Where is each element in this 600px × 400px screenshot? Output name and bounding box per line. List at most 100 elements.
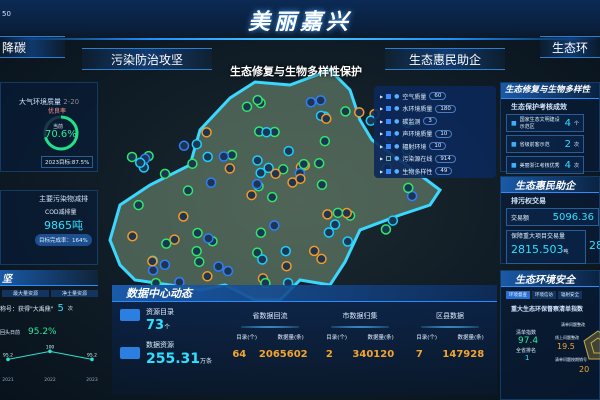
map-marker[interactable] (187, 158, 198, 169)
map-marker[interactable] (308, 245, 320, 257)
map-marker[interactable] (193, 256, 205, 268)
map-marker[interactable] (178, 211, 189, 222)
map-marker[interactable] (133, 199, 144, 211)
legend-item[interactable]: ▶ ● 生物多样性 49 (374, 165, 496, 178)
map-marker[interactable] (305, 97, 317, 108)
rate-label: 优良率 (48, 108, 67, 115)
tab-petition[interactable]: 环境信访 (532, 291, 556, 299)
map-marker[interactable] (280, 245, 292, 257)
map-marker[interactable] (387, 215, 399, 226)
nav-tab-benefit[interactable]: 生态惠民助企 (385, 48, 505, 70)
nav-tab-env[interactable]: 生态环 (540, 36, 600, 58)
map-marker[interactable] (266, 191, 278, 203)
map-marker[interactable] (313, 158, 325, 169)
map-marker[interactable] (277, 164, 289, 175)
map-marker[interactable] (159, 259, 171, 271)
legend-item[interactable]: ▶ ● 声环境质量 10 (374, 128, 496, 141)
map-marker[interactable] (332, 207, 344, 219)
map-marker[interactable] (316, 179, 328, 191)
map-marker[interactable] (315, 95, 326, 106)
map-marker[interactable] (246, 189, 257, 201)
x-tick-label: 2023 (86, 377, 98, 383)
tab-radiation[interactable]: 辐射安全 (558, 291, 582, 299)
legend-label: 空气质量 (402, 93, 427, 101)
nav-tab-carbon[interactable]: 降碳 (0, 36, 65, 58)
map-marker[interactable] (322, 209, 333, 220)
map-marker[interactable] (380, 224, 392, 235)
eco-item: ■ 省级前客示范 2 次 (506, 135, 584, 153)
map-marker[interactable] (218, 151, 230, 162)
legend-item[interactable]: ▶ ● 辐射环境 10 (374, 140, 496, 153)
cod-value: 9865吨 (44, 219, 83, 232)
map-marker[interactable] (169, 234, 180, 245)
eco-item: ■ 国家生态文明建设示范区 4 个 (506, 114, 584, 132)
map-marker[interactable] (126, 151, 138, 163)
nav-tab-pollution[interactable]: 污染防治攻坚 (82, 48, 212, 70)
map-marker[interactable] (257, 254, 268, 265)
map-marker[interactable] (224, 163, 236, 174)
map-marker[interactable] (316, 253, 327, 265)
map-marker[interactable] (127, 231, 138, 242)
map-marker[interactable] (255, 227, 267, 239)
legend-checkbox[interactable] (386, 156, 392, 162)
legend-checkbox[interactable] (386, 131, 392, 137)
legend-checkbox[interactable] (386, 118, 392, 124)
amount-value: 5096.36 (552, 211, 594, 223)
map-marker[interactable] (222, 265, 234, 277)
map-marker[interactable] (252, 155, 263, 166)
tab-inspect[interactable]: 环境督查 (506, 291, 530, 299)
legend-item[interactable]: ▶ ● 污染源在线 914 (374, 153, 496, 166)
map-marker[interactable] (270, 168, 281, 180)
map-marker[interactable] (342, 236, 353, 247)
chart-point (90, 357, 94, 362)
legend-checkbox[interactable] (386, 168, 392, 174)
map-marker[interactable] (202, 271, 213, 282)
map-marker[interactable] (252, 247, 263, 258)
map-marker[interactable] (283, 145, 294, 157)
map-marker[interactable] (319, 135, 331, 147)
map-marker[interactable] (147, 264, 159, 276)
map-marker[interactable] (192, 227, 203, 239)
map-marker[interactable] (205, 177, 217, 188)
legend-checkbox[interactable] (386, 106, 392, 112)
amount-row: 交易额 5096.36 (506, 208, 599, 226)
map-marker[interactable] (269, 220, 280, 231)
legend-label: 碳监测 (402, 118, 421, 126)
map-marker[interactable] (161, 238, 172, 249)
map-marker[interactable] (261, 126, 272, 138)
map-marker[interactable] (213, 261, 224, 272)
legend-item[interactable]: ▶ ● 水环境质量 180 (374, 103, 496, 116)
map-marker[interactable] (298, 158, 310, 170)
map-marker[interactable] (203, 233, 214, 244)
map-marker[interactable] (251, 178, 263, 190)
map-marker[interactable] (354, 107, 365, 118)
legend-item[interactable]: ▶ ● 碳监测 3 (374, 115, 496, 128)
tab-soil[interactable]: 净土量资源 (51, 290, 98, 297)
map-marker[interactable] (201, 127, 212, 138)
map-marker[interactable] (134, 157, 146, 169)
map-marker[interactable] (147, 255, 158, 267)
map-marker[interactable] (191, 138, 203, 150)
map-marker[interactable] (255, 167, 266, 179)
legend-checkbox[interactable] (386, 93, 392, 99)
map-marker[interactable] (182, 185, 194, 196)
map-marker[interactable] (323, 227, 335, 238)
map-marker[interactable] (321, 113, 332, 124)
map-marker[interactable] (263, 162, 274, 174)
map-marker[interactable] (202, 151, 213, 163)
map-marker[interactable] (406, 190, 418, 202)
tab-max[interactable]: 最大量资源 (2, 290, 49, 297)
legend-item[interactable]: ▶ ● 空气质量 60 (374, 90, 496, 103)
map-marker[interactable] (252, 94, 263, 106)
map-marker[interactable] (241, 101, 253, 113)
map-marker[interactable] (341, 207, 352, 219)
map-marker[interactable] (159, 168, 171, 180)
map-marker[interactable] (178, 140, 190, 152)
map-marker[interactable] (403, 182, 414, 194)
legend-checkbox[interactable] (386, 143, 392, 149)
map-marker[interactable] (281, 260, 292, 272)
map-marker[interactable] (295, 173, 306, 185)
map-marker[interactable] (329, 219, 341, 230)
map-marker[interactable] (191, 245, 202, 257)
map-marker[interactable] (340, 106, 351, 117)
